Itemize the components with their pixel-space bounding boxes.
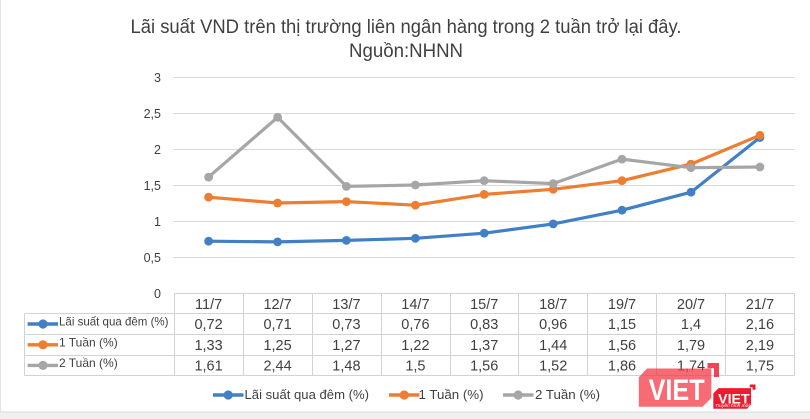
svg-text:0: 0 — [154, 287, 161, 301]
svg-text:1,86: 1,86 — [608, 359, 636, 375]
svg-text:1 Tuần (%): 1 Tuần (%) — [59, 335, 118, 349]
svg-text:1,75: 1,75 — [746, 359, 774, 375]
svg-text:19/7: 19/7 — [608, 297, 636, 313]
svg-text:1,5: 1,5 — [405, 359, 425, 375]
svg-text:Lãi suất VND trên thị trường l: Lãi suất VND trên thị trường liên ngân h… — [131, 17, 682, 38]
svg-text:1,15: 1,15 — [608, 317, 636, 333]
svg-text:1,22: 1,22 — [401, 338, 429, 354]
svg-text:0,96: 0,96 — [539, 317, 567, 333]
svg-text:1 Tuần (%): 1 Tuần (%) — [419, 387, 484, 402]
svg-text:0,83: 0,83 — [470, 317, 498, 333]
svg-text:18/7: 18/7 — [539, 297, 567, 313]
svg-text:1,48: 1,48 — [332, 359, 360, 375]
svg-text:Nguồn:NHNN: Nguồn:NHNN — [349, 41, 463, 62]
svg-text:1: 1 — [154, 215, 161, 229]
svg-text:0,76: 0,76 — [401, 317, 429, 333]
svg-text:Lãi suất qua đêm (%): Lãi suất qua đêm (%) — [245, 387, 370, 402]
svg-text:2,16: 2,16 — [746, 317, 774, 333]
svg-text:0,71: 0,71 — [263, 317, 291, 333]
svg-text:3: 3 — [154, 71, 161, 85]
svg-text:2: 2 — [154, 143, 161, 157]
svg-text:1,4: 1,4 — [681, 317, 701, 333]
svg-text:2 Tuần (%): 2 Tuần (%) — [535, 387, 600, 402]
svg-text:15/7: 15/7 — [470, 297, 498, 313]
svg-text:2,19: 2,19 — [746, 338, 774, 354]
svg-text:11/7: 11/7 — [195, 297, 222, 313]
svg-text:Truyền hình mới: Truyền hình mới — [715, 403, 750, 409]
svg-text:2,5: 2,5 — [144, 107, 161, 121]
svg-text:2,44: 2,44 — [263, 359, 291, 375]
svg-text:14/7: 14/7 — [401, 297, 429, 313]
svg-text:Lãi suất qua đêm (%): Lãi suất qua đêm (%) — [59, 315, 169, 329]
svg-text:0,73: 0,73 — [332, 317, 360, 333]
svg-text:VIET: VIET — [718, 391, 750, 406]
svg-text:0,72: 0,72 — [194, 317, 222, 333]
svg-text:13/7: 13/7 — [332, 297, 360, 313]
svg-text:1,5: 1,5 — [144, 179, 161, 193]
svg-text:0,5: 0,5 — [144, 251, 161, 265]
svg-text:1,25: 1,25 — [263, 338, 291, 354]
svg-text:1,52: 1,52 — [539, 359, 567, 375]
svg-text:1,79: 1,79 — [677, 338, 705, 354]
svg-text:1,37: 1,37 — [470, 338, 498, 354]
svg-text:VIET: VIET — [649, 374, 705, 407]
svg-text:2 Tuần (%): 2 Tuần (%) — [59, 356, 118, 370]
svg-text:1,33: 1,33 — [194, 338, 222, 354]
svg-text:1,44: 1,44 — [539, 338, 567, 354]
svg-text:12/7: 12/7 — [263, 297, 291, 313]
svg-text:1,27: 1,27 — [332, 338, 360, 354]
svg-text:1,61: 1,61 — [194, 359, 222, 375]
svg-text:21/7: 21/7 — [746, 297, 774, 313]
svg-text:1,56: 1,56 — [608, 338, 636, 354]
svg-text:20/7: 20/7 — [677, 297, 705, 313]
svg-text:1,56: 1,56 — [470, 359, 498, 375]
